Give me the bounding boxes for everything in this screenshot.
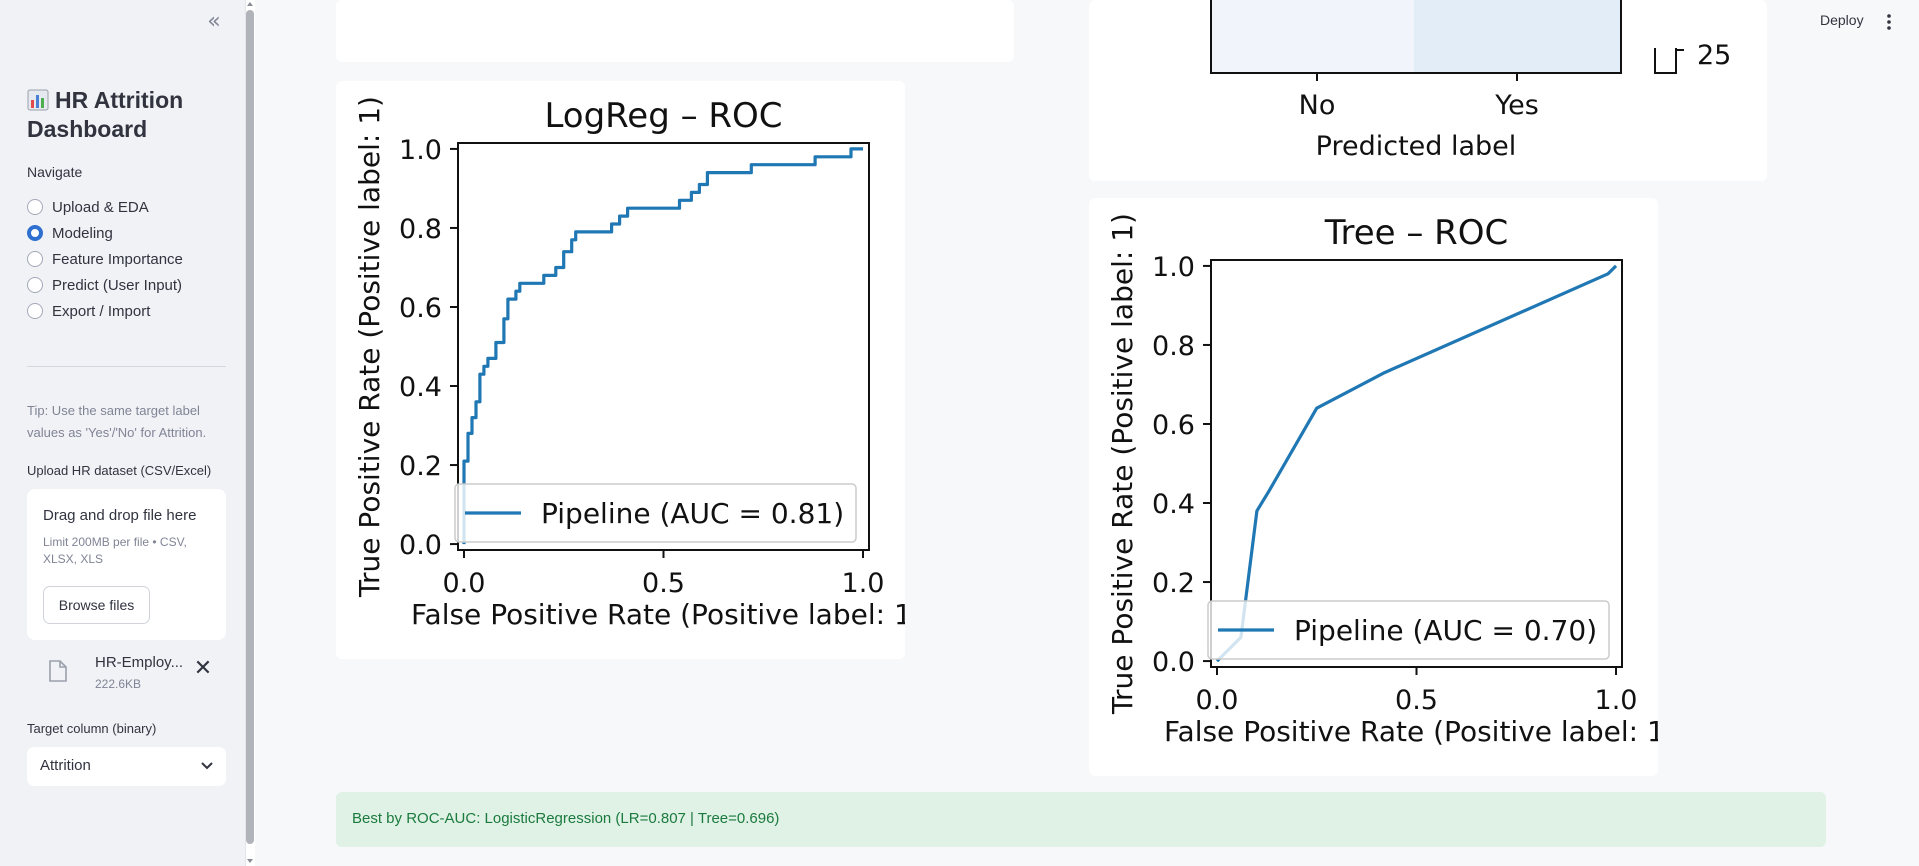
- deploy-button[interactable]: Deploy: [1820, 12, 1864, 28]
- upload-label: Upload HR dataset (CSV/Excel): [27, 463, 212, 478]
- x-tick-label: 0.5: [642, 568, 685, 599]
- confusion-matrix-panel: No Yes Predicted label 25: [1089, 0, 1767, 181]
- success-message: Best by ROC-AUC: LogisticRegression (LR=…: [352, 810, 780, 827]
- radio-selected-icon: [27, 225, 43, 241]
- file-name: HR-Employ...: [95, 654, 184, 671]
- x-tick-label: 0.5: [1395, 685, 1438, 716]
- nav-radio-feature-importance[interactable]: Feature Importance: [27, 246, 183, 272]
- legend-label: Pipeline (AUC = 0.81): [541, 497, 844, 530]
- x-axis-label: False Positive Rate (Positive label: 1: [411, 598, 905, 631]
- y-tick-label: 0.4: [399, 372, 442, 403]
- chart-title: LogReg – ROC: [544, 96, 782, 136]
- tree-roc-chart: 0.0 0.5 1.0 0.0 0.2 0.4 0.6 0.8 1.0 Tree – ROC Fal…: [1106, 213, 1658, 748]
- double-chevron-left-icon[interactable]: «: [207, 9, 221, 34]
- target-column-label: Target column (binary): [27, 721, 157, 736]
- y-tick-label: 0.6: [399, 293, 442, 324]
- cm-cell-yes: [1414, 0, 1621, 73]
- chart-title: Tree – ROC: [1324, 213, 1509, 253]
- y-tick-label: 0.2: [1152, 568, 1195, 599]
- browse-files-button[interactable]: Browse files: [43, 586, 150, 624]
- radio-icon: [27, 303, 43, 319]
- bar-chart-emoji-icon: [27, 89, 49, 111]
- radio-icon: [27, 277, 43, 293]
- cm-colorbar-tick: 25: [1697, 40, 1731, 71]
- y-tick-label: 1.0: [399, 135, 442, 166]
- radio-icon: [27, 251, 43, 267]
- nav-radio-label: Export / Import: [52, 302, 151, 320]
- y-tick-label: 0.0: [399, 530, 442, 561]
- cm-cell-no: [1211, 0, 1414, 73]
- nav-radio-export-import[interactable]: Export / Import: [27, 298, 183, 324]
- y-tick-label: 0.6: [1152, 410, 1195, 441]
- nav-radio-label: Modeling: [52, 224, 113, 242]
- target-column-value: Attrition: [40, 757, 91, 774]
- file-dropzone[interactable]: Drag and drop file here Limit 200MB per …: [27, 489, 226, 640]
- nav-radio-label: Feature Importance: [52, 250, 183, 268]
- target-column-select[interactable]: Attrition: [27, 747, 226, 786]
- uploaded-file: HR-Employ... 222.6KB ✕: [27, 648, 226, 694]
- sidebar-title: HR Attrition Dashboard: [27, 86, 237, 144]
- x-tick-label: 1.0: [1595, 685, 1638, 716]
- x-tick-label: 1.0: [842, 568, 885, 599]
- sidebar: « HR Attrition Dashboard Navigate Upload…: [0, 0, 245, 866]
- nav-radio-label: Predict (User Input): [52, 276, 183, 294]
- legend-label: Pipeline (AUC = 0.70): [1294, 614, 1597, 647]
- y-tick-label: 0.8: [399, 214, 442, 245]
- confusion-matrix-svg: No Yes Predicted label 25: [1210, 0, 1731, 162]
- roc-curve-line: [462, 147, 863, 545]
- y-tick-label: 0.4: [1152, 489, 1195, 520]
- logreg-roc-chart: 0.0 0.5 1.0 0.0 0.2 0.4 0.6 0.8 1.0 LogReg – ROC F…: [353, 96, 905, 631]
- dropzone-limit: Limit 200MB per file • CSV, XLSX, XLS: [43, 535, 187, 566]
- success-alert: Best by ROC-AUC: LogisticRegression (LR=…: [336, 792, 1826, 847]
- y-tick-label: 0.0: [1152, 647, 1195, 678]
- y-axis-label: True Positive Rate (Positive label: 1): [1106, 213, 1139, 715]
- nav-radio-group: Upload & EDA Modeling Feature Importance…: [27, 194, 183, 324]
- radio-icon: [27, 199, 43, 215]
- cm-xlabel: Predicted label: [1316, 131, 1517, 162]
- nav-radio-predict[interactable]: Predict (User Input): [27, 272, 183, 298]
- scroll-down-icon[interactable]: [246, 857, 254, 865]
- tree-roc-panel: 0.0 0.5 1.0 0.0 0.2 0.4 0.6 0.8 1.0 Tree – ROC Fal…: [1089, 198, 1658, 776]
- nav-radio-upload-eda[interactable]: Upload & EDA: [27, 194, 183, 220]
- dropzone-title: Drag and drop file here: [43, 507, 197, 524]
- tip-text: Tip: Use the same target label values as…: [27, 403, 207, 440]
- cm-tick-no: No: [1299, 90, 1336, 121]
- logreg-roc-panel: 0.0 0.5 1.0 0.0 0.2 0.4 0.6 0.8 1.0 LogReg – ROC F…: [336, 81, 905, 659]
- sidebar-scrollbar-thumb[interactable]: [246, 10, 254, 844]
- x-tick-label: 0.0: [1196, 685, 1239, 716]
- sidebar-divider: [27, 366, 226, 367]
- previous-panel-fragment: [336, 0, 1014, 62]
- nav-radio-modeling[interactable]: Modeling: [27, 220, 183, 246]
- x-axis-label: False Positive Rate (Positive label: 1: [1164, 715, 1658, 748]
- y-tick-label: 1.0: [1152, 252, 1195, 283]
- legend-box: [454, 483, 857, 543]
- close-icon[interactable]: ✕: [193, 656, 213, 681]
- legend-box: [1207, 600, 1610, 660]
- sidebar-title-text: HR Attrition Dashboard: [27, 87, 184, 142]
- y-tick-label: 0.2: [399, 451, 442, 482]
- x-tick-label: 0.0: [443, 568, 486, 599]
- cm-tick-yes: Yes: [1494, 90, 1539, 121]
- navigate-label: Navigate: [27, 164, 83, 180]
- file-icon: [49, 660, 67, 682]
- y-axis-label: True Positive Rate (Positive label: 1): [353, 96, 386, 598]
- file-size: 222.6KB: [95, 677, 142, 691]
- y-tick-label: 0.8: [1152, 331, 1195, 362]
- vertical-ellipsis-icon[interactable]: [1882, 12, 1896, 32]
- chevron-down-icon: [201, 762, 213, 770]
- scroll-up-icon[interactable]: [246, 0, 254, 8]
- nav-radio-label: Upload & EDA: [52, 198, 149, 216]
